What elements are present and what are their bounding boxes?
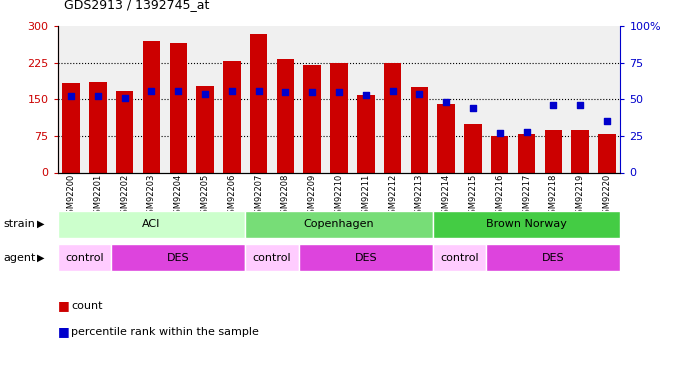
Bar <box>142 41 160 172</box>
Bar <box>384 63 401 173</box>
Point <box>306 89 317 95</box>
Point <box>601 118 612 124</box>
Bar <box>245 211 433 238</box>
Bar <box>572 130 589 172</box>
Text: ■: ■ <box>58 326 69 338</box>
Bar <box>433 211 620 238</box>
Point <box>280 89 291 95</box>
Bar <box>223 62 241 172</box>
Text: control: control <box>440 253 479 263</box>
Point <box>226 88 237 94</box>
Text: ACI: ACI <box>142 219 161 229</box>
Text: strain: strain <box>3 219 35 229</box>
Bar <box>170 44 187 172</box>
Point <box>548 102 559 108</box>
Point <box>119 95 130 101</box>
Bar <box>250 34 267 172</box>
Bar <box>58 211 245 238</box>
Bar <box>58 244 111 272</box>
Point <box>494 130 505 136</box>
Bar <box>433 244 486 272</box>
Bar <box>491 136 508 172</box>
Bar <box>304 65 321 172</box>
Bar <box>518 134 536 172</box>
Bar <box>111 244 245 272</box>
Text: ▶: ▶ <box>37 219 45 229</box>
Text: agent: agent <box>3 253 36 263</box>
Bar <box>437 104 455 172</box>
Text: count: count <box>71 301 102 310</box>
Point <box>414 90 425 96</box>
Text: DES: DES <box>355 253 377 263</box>
Bar <box>277 59 294 172</box>
Bar <box>330 63 348 173</box>
Point <box>468 105 479 111</box>
Text: DES: DES <box>542 253 565 263</box>
Text: Copenhagen: Copenhagen <box>304 219 374 229</box>
Point <box>361 92 372 98</box>
Text: ■: ■ <box>58 299 69 312</box>
Bar <box>544 130 562 172</box>
Bar <box>89 82 106 172</box>
Point <box>146 88 157 94</box>
Point <box>575 102 586 108</box>
Point <box>521 129 532 135</box>
Point <box>253 88 264 94</box>
Bar <box>299 244 433 272</box>
Text: control: control <box>65 253 104 263</box>
Text: control: control <box>253 253 292 263</box>
Bar <box>116 91 134 172</box>
Point <box>66 93 77 99</box>
Bar <box>464 124 481 172</box>
Text: DES: DES <box>167 253 190 263</box>
Bar <box>197 86 214 172</box>
Point <box>441 99 452 105</box>
Bar <box>411 87 428 172</box>
Bar <box>357 96 374 172</box>
Text: Brown Norway: Brown Norway <box>486 219 567 229</box>
Text: GDS2913 / 1392745_at: GDS2913 / 1392745_at <box>64 0 210 11</box>
Point <box>334 89 344 95</box>
Bar <box>62 83 80 172</box>
Bar <box>245 244 299 272</box>
Point <box>173 88 184 94</box>
Point <box>387 88 398 94</box>
Bar <box>598 134 616 172</box>
Point <box>199 90 210 96</box>
Bar <box>486 244 620 272</box>
Text: ▶: ▶ <box>37 253 45 263</box>
Point <box>92 93 103 99</box>
Text: percentile rank within the sample: percentile rank within the sample <box>71 327 259 337</box>
